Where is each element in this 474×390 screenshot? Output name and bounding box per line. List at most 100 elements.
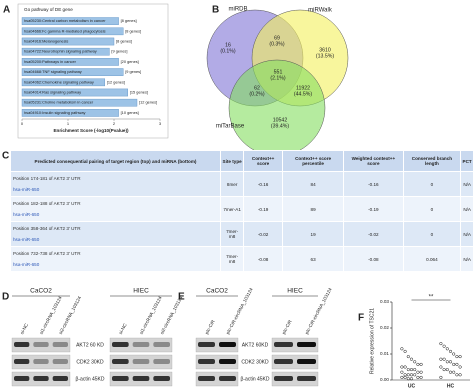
category-label: hsa04916:Melanogenesis bbox=[24, 39, 68, 44]
data-point bbox=[452, 362, 456, 366]
y-tick-label: 0.01 bbox=[380, 351, 389, 356]
protein-label: AKT2 60 KD bbox=[76, 342, 104, 348]
table-cell: -0.08 bbox=[343, 246, 404, 272]
category-label: hsa04666:Fc gamma R-mediated phagocytosi… bbox=[24, 28, 106, 33]
data-point bbox=[413, 373, 417, 377]
table-cell: N/A bbox=[460, 221, 474, 247]
pairing-cell: Position 358-364 of AKT2 3' UTR hsa-miR-6… bbox=[10, 221, 221, 247]
blot-band bbox=[274, 376, 293, 381]
data-point bbox=[442, 357, 446, 361]
blot-band bbox=[198, 359, 215, 364]
position-label: Position 174-181 of AKT2 3' UTR bbox=[13, 176, 81, 181]
data-point bbox=[400, 347, 404, 351]
blot-strip bbox=[271, 371, 319, 387]
category-label: hsa05230:Central carbon metabolism in ca… bbox=[24, 18, 106, 23]
data-point bbox=[458, 355, 462, 359]
bar bbox=[21, 37, 115, 46]
gene-count-label: [8 genes] bbox=[125, 28, 141, 33]
blot-band bbox=[14, 359, 30, 364]
data-point bbox=[409, 377, 414, 381]
category-label: hsa04062:Chemokine signaling pathway bbox=[24, 79, 94, 84]
gene-count-label: [10 genes] bbox=[121, 110, 139, 115]
blot-band bbox=[132, 342, 150, 347]
venn-percent: (0.3%) bbox=[269, 41, 285, 47]
category-label: hsa05231:Choline metabolism in cancer bbox=[24, 100, 94, 105]
table-cell: 7mer-A1 bbox=[219, 196, 245, 222]
blot-band bbox=[219, 376, 236, 381]
data-point bbox=[448, 349, 453, 353]
table-cell: 63 bbox=[281, 246, 345, 272]
header-cell: Predicted consequential pairing of targe… bbox=[10, 150, 221, 172]
venn-count: 10542 bbox=[273, 117, 288, 123]
mirna-label: hsa-miR-650 bbox=[13, 262, 40, 267]
table-cell: 0 bbox=[402, 196, 462, 222]
table-cell: -0.16 bbox=[243, 171, 283, 197]
gene-count-label: [12 genes] bbox=[107, 79, 125, 84]
data-point bbox=[445, 368, 449, 372]
panel-label: B bbox=[212, 5, 219, 16]
data-point bbox=[448, 360, 453, 364]
table-cell: 0 bbox=[402, 221, 462, 247]
blot-band bbox=[14, 376, 30, 381]
blot-band bbox=[132, 376, 150, 381]
table-cell: 7mer-m8 bbox=[219, 221, 245, 247]
bar bbox=[21, 17, 119, 25]
y-tick-label: 0.02 bbox=[380, 325, 389, 330]
x-tick-label: 2 bbox=[113, 121, 116, 126]
table-cell: -0.08 bbox=[243, 246, 283, 272]
venn-set-label: miRWalk bbox=[308, 8, 333, 14]
lane-label: si-NC bbox=[118, 322, 128, 335]
blot-band bbox=[297, 376, 316, 381]
table-cell: 89 bbox=[281, 196, 345, 222]
cell-line-label: CaCO2 bbox=[206, 288, 228, 295]
blot-band bbox=[219, 342, 236, 347]
table-cell: -0.19 bbox=[343, 196, 404, 222]
data-point bbox=[448, 370, 453, 374]
cell-line-label: HIEC bbox=[287, 288, 303, 295]
protein-label: CDK2 30KD bbox=[76, 359, 104, 365]
table-row: Position 174-181 of AKT2 3' UTR hsa-miR-6… bbox=[10, 171, 474, 197]
venn-percent: (0.1%) bbox=[220, 48, 236, 54]
cell-line-label: HIEC bbox=[133, 288, 149, 295]
blot-band bbox=[132, 359, 150, 364]
mirna-label: hsa-miR-650 bbox=[13, 187, 40, 192]
header-cell: Weighted context++ score bbox=[343, 150, 404, 172]
table-cell: 0.064 bbox=[402, 246, 462, 272]
data-point bbox=[439, 357, 443, 361]
blot-band bbox=[219, 359, 236, 364]
data-point bbox=[406, 377, 410, 381]
blot-strip bbox=[195, 354, 239, 370]
position-label: Position 732-738 of AKT2 3' UTR bbox=[13, 251, 81, 256]
data-point bbox=[445, 347, 449, 351]
table-row: Position 182-188 of AKT2 3' UTR hsa-miR-6… bbox=[10, 196, 474, 222]
data-point bbox=[403, 349, 407, 353]
x-tick-label: 0 bbox=[21, 121, 24, 126]
gene-count-label: [9 genes] bbox=[111, 49, 127, 54]
panel-label: C bbox=[2, 151, 9, 162]
pairing-cell: Position 732-738 of AKT2 3' UTR hsa-miR-6… bbox=[10, 246, 221, 272]
y-tick-label: 0.00 bbox=[380, 377, 389, 382]
panel-label: D bbox=[2, 292, 9, 303]
blot-strip bbox=[271, 337, 319, 353]
table-cell: -0.16 bbox=[343, 171, 404, 197]
data-point bbox=[409, 357, 414, 361]
table-cell: 8mer bbox=[219, 171, 245, 197]
bar bbox=[21, 58, 119, 66]
blot-band bbox=[112, 376, 129, 381]
category-label: hsa05200:Pathways in cancer bbox=[24, 59, 77, 64]
blot-band bbox=[153, 342, 170, 347]
blot-band bbox=[153, 359, 170, 364]
y-tick-label: 0.03 bbox=[380, 299, 389, 304]
mirna-label: hsa-miR-650 bbox=[13, 237, 40, 242]
blot-band bbox=[112, 359, 129, 364]
venn-percent: (44.5%) bbox=[294, 91, 312, 97]
data-point bbox=[403, 375, 407, 379]
panel-label: F bbox=[358, 313, 364, 324]
gene-count-label: [20 genes] bbox=[121, 59, 139, 64]
data-point bbox=[416, 370, 420, 374]
data-point bbox=[419, 362, 423, 366]
x-tick-label: 3 bbox=[159, 121, 162, 126]
venn-count: 11922 bbox=[296, 85, 310, 91]
protein-label: β-actin 45KD bbox=[241, 376, 270, 382]
